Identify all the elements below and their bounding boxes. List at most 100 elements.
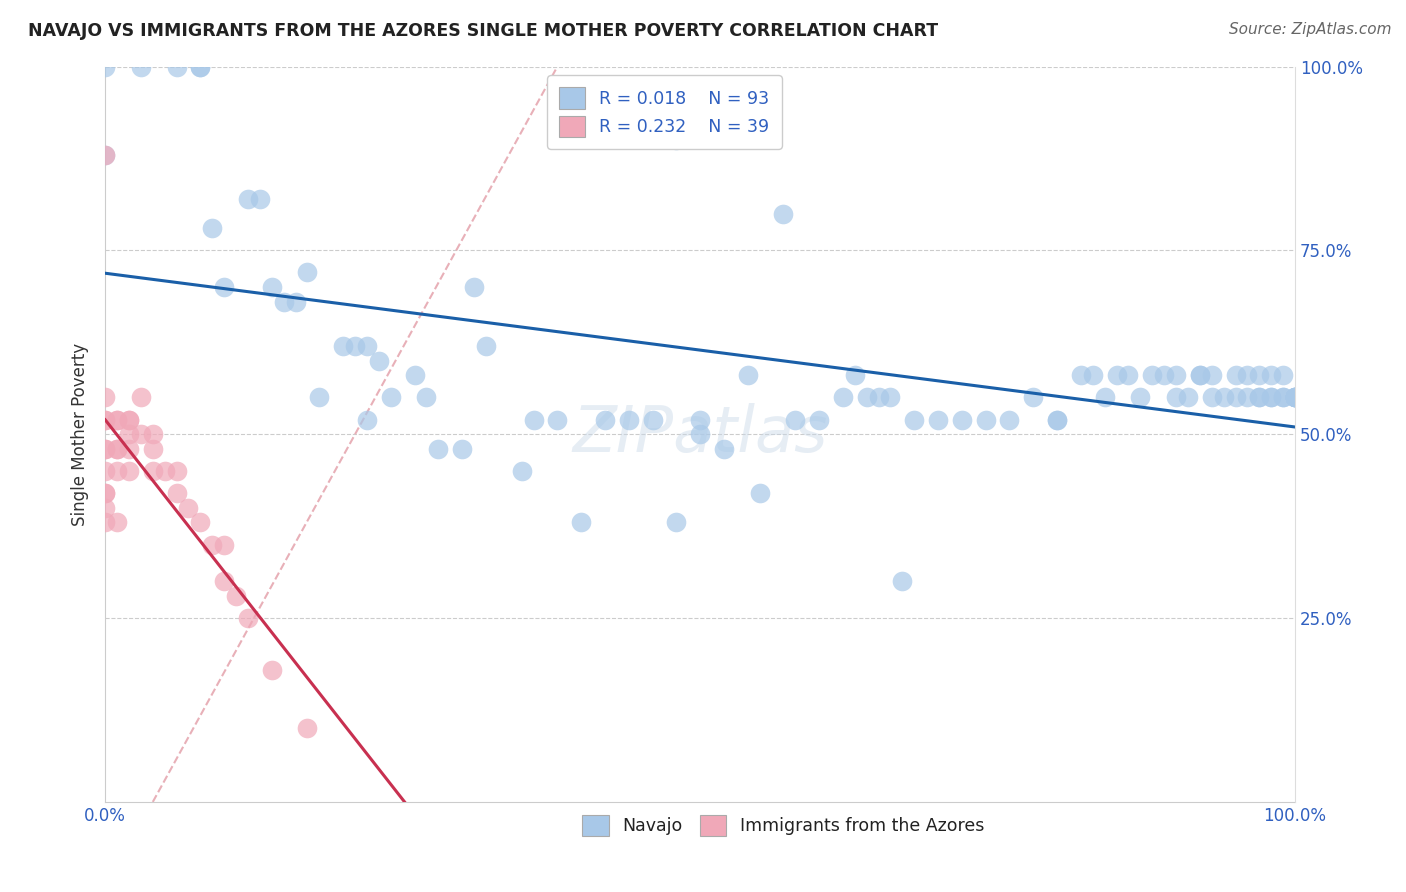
Point [1272,391,1295,405]
Point [118,442,141,456]
Point [94,442,117,456]
Point [1094,391,1116,405]
Point [142,464,165,478]
Point [94,412,117,426]
Point [356,339,378,353]
Point [367,353,389,368]
Point [212,574,235,589]
Point [1105,368,1128,383]
Point [118,412,141,426]
Point [713,442,735,456]
Point [522,412,544,426]
Point [236,611,259,625]
Point [593,412,616,426]
Point [1249,368,1271,383]
Point [974,412,997,426]
Point [1188,368,1211,383]
Point [689,427,711,442]
Point [868,391,890,405]
Point [689,412,711,426]
Point [284,294,307,309]
Point [297,722,319,736]
Point [190,60,212,74]
Point [166,486,188,500]
Point [1284,391,1306,405]
Point [297,265,319,279]
Point [249,192,271,206]
Point [1260,391,1282,405]
Point [891,574,914,589]
Point [105,412,128,426]
Legend: Navajo, Immigrants from the Azores: Navajo, Immigrants from the Azores [574,806,993,845]
Point [236,192,259,206]
Point [94,500,117,515]
Point [1177,391,1199,405]
Point [129,391,152,405]
Point [177,500,200,515]
Point [142,427,165,442]
Point [1201,368,1223,383]
Point [1046,412,1069,426]
Point [1272,391,1295,405]
Point [380,391,402,405]
Point [94,486,117,500]
Point [94,486,117,500]
Point [201,221,224,235]
Point [665,516,688,530]
Point [260,280,283,294]
Point [332,339,354,353]
Point [808,412,831,426]
Text: Source: ZipAtlas.com: Source: ZipAtlas.com [1229,22,1392,37]
Point [463,280,485,294]
Point [1129,391,1152,405]
Point [105,442,128,456]
Point [1236,391,1258,405]
Point [831,391,853,405]
Point [844,368,866,383]
Point [105,412,128,426]
Point [879,391,901,405]
Point [1284,391,1306,405]
Point [1249,391,1271,405]
Point [1225,368,1247,383]
Point [1284,391,1306,405]
Point [665,133,688,147]
Point [129,60,152,74]
Point [1164,391,1187,405]
Point [1188,368,1211,383]
Point [427,442,450,456]
Point [1284,391,1306,405]
Point [998,412,1021,426]
Point [308,391,330,405]
Point [1201,391,1223,405]
Point [1118,368,1140,383]
Point [201,537,224,551]
Point [94,148,117,162]
Point [903,412,925,426]
Point [344,339,367,353]
Point [1284,391,1306,405]
Point [225,589,247,603]
Point [1225,391,1247,405]
Point [1260,368,1282,383]
Point [1212,391,1234,405]
Point [617,412,640,426]
Point [451,442,474,456]
Point [546,412,568,426]
Point [105,516,128,530]
Point [510,464,533,478]
Point [1236,368,1258,383]
Point [1046,412,1069,426]
Point [94,516,117,530]
Point [142,442,165,456]
Point [273,294,295,309]
Point [569,516,592,530]
Point [94,60,117,74]
Point [118,464,141,478]
Point [118,427,141,442]
Point [105,464,128,478]
Text: ZIPatlas: ZIPatlas [572,403,828,466]
Point [153,464,176,478]
Point [94,412,117,426]
Point [1022,391,1045,405]
